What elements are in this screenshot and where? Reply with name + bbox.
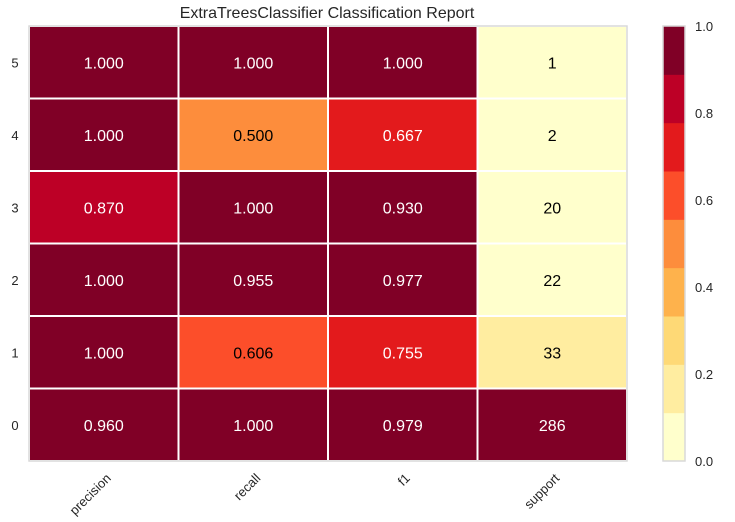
x-tick-label: support	[521, 470, 563, 512]
cell-value-label: 1.000	[233, 418, 273, 435]
x-tick-labels: precision recall f1 support	[66, 470, 562, 518]
cell-value-label: 20	[543, 200, 561, 217]
heatmap-cell	[28, 387, 180, 462]
colorbar-tick-label: 0.0	[695, 454, 713, 469]
cell-value-label: 1.000	[233, 200, 273, 217]
cell-value-label: 286	[539, 418, 566, 435]
heatmap-cell	[476, 242, 628, 317]
colorbar-tick-label: 0.8	[695, 106, 713, 121]
y-tick-label: 5	[11, 55, 18, 70]
colorbar-segment	[663, 171, 685, 220]
heatmap-cell	[327, 387, 479, 462]
colorbar-segment	[663, 26, 685, 75]
cell-value-label: 33	[543, 345, 561, 362]
cell-value-label: 0.977	[383, 273, 423, 290]
cell-value-label: 1.000	[233, 55, 273, 72]
cell-value-label: 0.870	[84, 200, 124, 217]
cell-value-label: 1.000	[84, 55, 124, 72]
cell-value-label: 2	[548, 128, 557, 145]
x-tick-label: recall	[231, 470, 264, 503]
heatmap-cell	[177, 242, 329, 317]
cell-value-label: 0.960	[84, 418, 124, 435]
heatmap: 1.000 1.000 1.000 1 1.000 0.500 0.667 2 0.870 1.0…	[28, 25, 628, 462]
y-tick-label: 1	[11, 345, 18, 360]
cell-value-label: 0.606	[233, 345, 273, 362]
cell-value-label: 1.000	[383, 55, 423, 72]
colorbar-segment	[663, 122, 685, 172]
cell-value-label: 0.979	[383, 418, 423, 435]
heatmap-cell	[476, 97, 628, 172]
y-tick-label: 2	[11, 273, 18, 288]
cell-value-label: 1	[548, 55, 557, 72]
heatmap-cell	[177, 170, 329, 245]
cell-value-label: 0.667	[383, 128, 423, 145]
heatmap-cell	[177, 315, 329, 390]
x-tick-label: precision	[66, 471, 113, 518]
cell-value-label: 0.955	[233, 273, 273, 290]
x-tick-label: f1	[395, 471, 413, 489]
y-tick-labels: 5 4 3 2 1 0	[11, 55, 18, 433]
cell-value-label: 1.000	[84, 345, 124, 362]
colorbar-tick-label: 0.6	[695, 193, 713, 208]
heatmap-cell	[476, 315, 628, 390]
colorbar-tick-label: 1.0	[695, 19, 713, 34]
chart-title: ExtraTreesClassifier Classification Repo…	[180, 5, 475, 22]
cell-value-label: 1.000	[84, 128, 124, 145]
colorbar-segment	[663, 412, 685, 462]
cell-value-label: 0.755	[383, 345, 423, 362]
y-tick-label: 3	[11, 200, 18, 215]
heatmap-cell	[28, 25, 180, 100]
colorbar-segment	[663, 316, 685, 365]
colorbar-segment	[663, 219, 685, 269]
y-tick-label: 4	[11, 128, 18, 143]
heatmap-cell	[177, 25, 329, 100]
heatmap-cell	[476, 170, 628, 245]
colorbar-frame	[662, 25, 686, 462]
heatmap-cell	[327, 315, 479, 390]
colorbar-segment	[663, 74, 685, 124]
colorbar-segment	[663, 364, 685, 414]
plot-frame	[28, 25, 628, 462]
colorbar: 0.0 0.2 0.4 0.6 0.8 1.0	[662, 19, 713, 469]
colorbar-tick-label: 0.2	[695, 367, 713, 382]
heatmap-cell	[177, 387, 329, 462]
cell-value-label: 0.500	[233, 128, 273, 145]
colorbar-segment	[663, 267, 685, 317]
y-tick-label: 0	[11, 418, 18, 433]
cell-value-label: 22	[543, 273, 561, 290]
cell-value-label: 0.930	[383, 200, 423, 217]
heatmap-cell	[177, 97, 329, 172]
colorbar-tick-label: 0.4	[695, 280, 713, 295]
cell-value-label: 1.000	[84, 273, 124, 290]
